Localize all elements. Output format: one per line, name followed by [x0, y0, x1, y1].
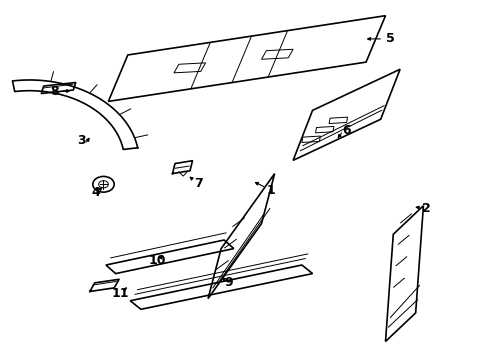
Text: 8: 8: [50, 85, 59, 98]
Text: 9: 9: [224, 276, 233, 289]
Text: 10: 10: [148, 254, 165, 267]
Text: 3: 3: [77, 134, 86, 147]
Text: 7: 7: [194, 177, 202, 190]
Text: 1: 1: [266, 184, 275, 197]
Text: 2: 2: [422, 202, 430, 215]
Text: 4: 4: [92, 186, 101, 199]
Text: 6: 6: [342, 124, 350, 137]
Text: 5: 5: [385, 32, 394, 45]
Text: 11: 11: [112, 287, 129, 300]
